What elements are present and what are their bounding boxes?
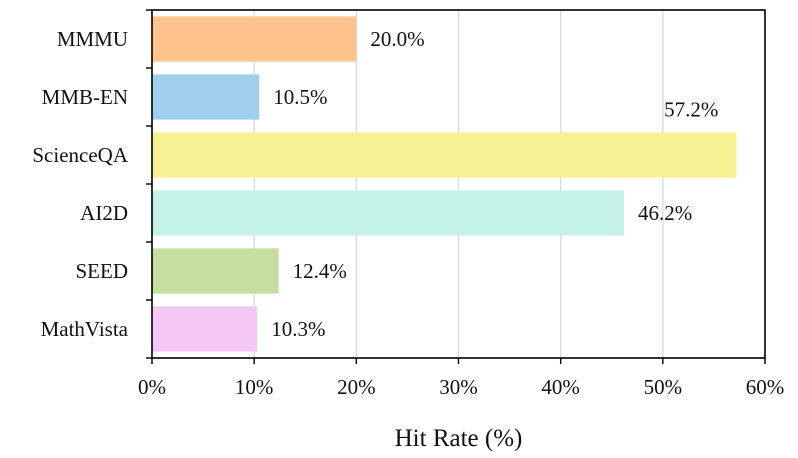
- value-label: 12.4%: [293, 259, 347, 283]
- value-label: 57.2%: [664, 97, 718, 121]
- value-label: 10.3%: [271, 317, 325, 341]
- x-tick-label: 50%: [644, 375, 683, 399]
- x-axis-title: Hit Rate (%): [395, 425, 523, 452]
- value-label: 46.2%: [638, 201, 692, 225]
- bar-mmb-en: [152, 74, 260, 120]
- y-tick-label: MMB-EN: [42, 85, 128, 109]
- y-tick-label: MathVista: [41, 317, 129, 341]
- x-tick-label: 40%: [541, 375, 580, 399]
- grid-lines: [253, 10, 664, 358]
- bar-mmmu: [152, 16, 357, 62]
- y-tick-label: SEED: [76, 259, 129, 283]
- x-tick-label: 0%: [138, 375, 166, 399]
- y-tick-label: MMMU: [57, 27, 128, 51]
- bar-seed: [152, 248, 279, 294]
- x-tick-label: 10%: [235, 375, 274, 399]
- bar-ai2d: [152, 190, 625, 236]
- x-axis: 0% 10% 20% 30% 40% 50% 60%: [138, 358, 784, 399]
- x-tick-label: 30%: [439, 375, 478, 399]
- bar-mathvista: [152, 306, 258, 352]
- y-axis: MMMU MMB-EN ScienceQA AI2D SEED MathVista: [32, 9, 152, 359]
- value-labels: 20.0% 10.5% 57.2% 46.2% 12.4% 10.3%: [271, 27, 718, 341]
- value-label: 20.0%: [370, 27, 424, 51]
- bars: [152, 16, 737, 352]
- y-tick-label: ScienceQA: [32, 143, 128, 167]
- x-tick-label: 60%: [746, 375, 785, 399]
- bar-scienceqa: [152, 132, 737, 178]
- y-tick-label: AI2D: [80, 201, 128, 225]
- value-label: 10.5%: [273, 85, 327, 109]
- x-tick-label: 20%: [337, 375, 376, 399]
